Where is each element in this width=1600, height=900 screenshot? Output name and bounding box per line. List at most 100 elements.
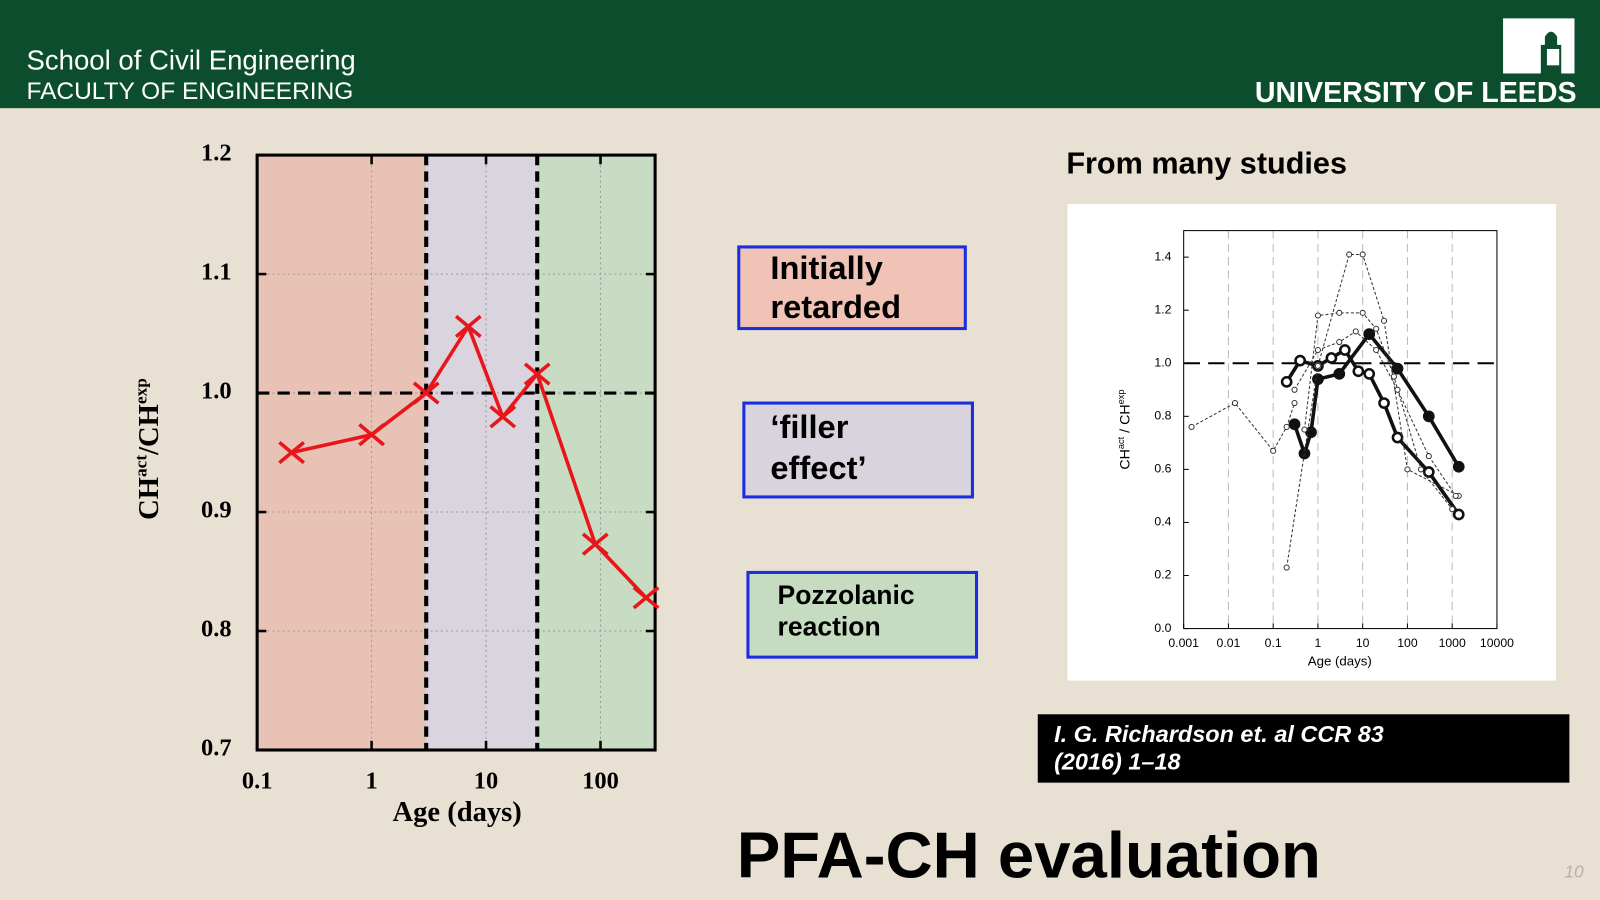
y-axis-label-part: CH [134,477,165,520]
x-axis-label: Age (days) [1308,654,1372,669]
point-marker [1404,466,1411,473]
slide-title: PFA-CH evaluation [737,819,1321,892]
y-tick-label: 0.8 [1154,409,1171,423]
plot-frame [255,153,657,752]
plot-frame [1183,230,1498,630]
label-text: ‘filler [770,408,848,445]
point-marker [1422,466,1435,478]
y-axis-label-part: act [132,455,151,477]
university-logo [1503,18,1575,74]
label-text: effect’ [770,449,866,486]
point-marker [1352,328,1359,335]
point-marker [1363,368,1376,380]
y-tick-label: 1.0 [201,378,232,405]
point-marker [1390,373,1398,380]
point-marker [1188,423,1195,430]
point-marker [1336,309,1343,316]
y-tick-label: 0.6 [1154,462,1171,476]
point-marker [1378,397,1390,409]
point-marker [1352,365,1365,378]
y-tick-label: 0.2 [1154,568,1171,582]
y-axis-label-part: act [1116,436,1126,449]
point-marker [1422,410,1435,423]
x-tick-label: 0.1 [1265,636,1282,650]
point-marker [358,423,385,447]
point-marker [1449,506,1456,513]
y-axis-label: CHact / CHexp [1116,390,1134,470]
point-marker [1291,400,1298,407]
point-marker [1417,466,1424,473]
point-marker [1231,400,1239,407]
y-axis-label-part: /CH [134,404,165,456]
point-marker [1333,368,1346,380]
point-marker [278,440,305,465]
y-axis-label: CHact/CHexp [132,378,165,520]
region [257,155,427,750]
inset-background [1067,204,1557,681]
chart: 0.1 1 10 100 0.7 0.8 0.9 1.0 1.1 1.2 Age (days) CHa… [132,140,660,828]
x-tick-label: 1 [1315,636,1322,650]
citation-line: I. G. Richardson et. al CCR 83 [1054,721,1384,747]
point-marker [1394,386,1401,393]
label-box [742,401,974,499]
y-tick-label: 0.7 [201,735,232,762]
series-line [1294,330,1457,497]
point-marker [1288,418,1301,431]
y-axis-label-part: / CH [1118,404,1134,436]
point-marker [581,532,609,556]
point-marker [1359,251,1366,258]
point-marker [1314,362,1321,369]
x-tick-label: 100 [1397,636,1418,650]
y-tick-label: 1.1 [201,259,232,286]
point-marker [1380,317,1388,324]
y-tick-label: 1.0 [1154,355,1171,369]
point-marker [1325,352,1338,364]
point-marker [1363,328,1376,340]
point-marker [1452,460,1465,473]
x-tick-label: 10 [1356,636,1370,650]
y-tick-label: 0.4 [1154,515,1171,529]
y-tick-label: 0.0 [1154,621,1171,635]
y-axis-label-part: exp [132,378,151,404]
point-marker [1305,426,1317,439]
series-line [1191,402,1296,452]
point-marker [1373,346,1380,354]
point-marker [1391,362,1404,375]
y-tick-label: 1.2 [201,140,232,167]
x-axis-label: Age (days) [392,797,521,828]
label-box [746,570,979,659]
point-marker [1339,344,1351,356]
citation-line: (2016) 1–18 [1054,748,1181,774]
page-number: 10 [1564,862,1584,882]
point-marker [1283,564,1290,571]
university-name: UNIVERSITY OF LEEDS [1255,77,1577,109]
x-tick-label: 0.1 [242,767,273,794]
y-axis-label-part: CH [1118,449,1134,470]
point-marker [1452,492,1459,499]
point-marker [1359,309,1366,316]
region [426,155,538,750]
point-marker [489,405,517,429]
label-text: retarded [770,288,901,325]
point-marker [1312,373,1324,386]
y-tick-label: 0.9 [201,497,232,524]
point-marker [1391,431,1404,444]
x-tick-label: 10000 [1480,636,1514,650]
point-marker [1298,447,1311,460]
point-marker [1291,386,1298,393]
point-marker [1452,508,1465,521]
point-marker [1301,426,1308,433]
y-tick-label: 1.2 [1154,302,1171,316]
y-tick-label: 0.8 [201,616,232,643]
point-marker [454,314,482,339]
point-marker [1314,312,1321,319]
x-tick-label: 10 [474,767,498,794]
x-tick-label: 0.001 [1168,636,1199,650]
point-marker [1314,346,1321,354]
chart-title: From many studies [1066,146,1347,180]
point-marker [1373,325,1380,332]
point-marker [1283,423,1290,430]
point-marker [1336,338,1343,346]
point-marker [1270,447,1277,454]
